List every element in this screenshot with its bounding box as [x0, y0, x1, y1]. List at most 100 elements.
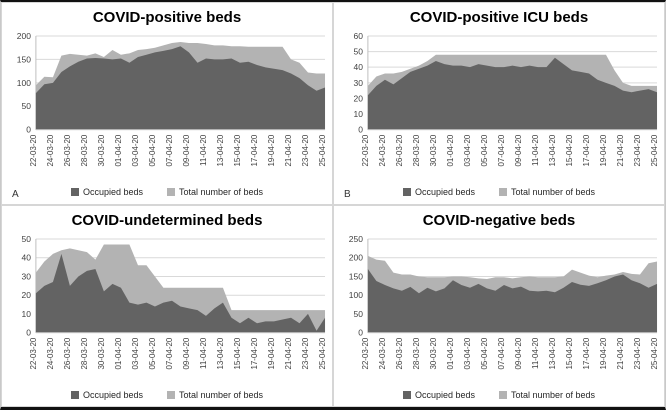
- x-tick-label: 09-04-20: [514, 134, 523, 166]
- legend-swatch-total-icon: [498, 188, 507, 196]
- chart-legend: Occupied beds Total number of beds: [334, 386, 664, 403]
- x-tick-label: 13-04-20: [216, 134, 225, 166]
- y-tick-label: 0: [358, 125, 363, 135]
- x-tick-label: 17-04-20: [582, 337, 591, 369]
- y-tick-label: 20: [21, 290, 31, 300]
- x-tick-label: 22-03-20: [29, 337, 38, 369]
- x-tick-label: 30-03-20: [97, 134, 106, 166]
- y-tick-label: 150: [17, 54, 31, 64]
- x-tick-label: 07-04-20: [165, 337, 174, 369]
- x-tick-label: 05-04-20: [480, 337, 489, 369]
- x-tick-label: 25-04-20: [318, 337, 327, 369]
- y-tick-label: 0: [26, 125, 31, 135]
- chart-legend: B Occupied beds Total number of beds: [334, 184, 664, 201]
- x-tick-label: 03-04-20: [131, 134, 140, 166]
- area-chart-plot: 0 50 100 150 200 250 22-03-20 24-03-20 26-03-20 2…: [349, 233, 659, 369]
- x-tick-label: 05-04-20: [480, 134, 489, 166]
- x-tick-label: 24-03-20: [46, 134, 55, 166]
- panel-label: A: [12, 188, 19, 200]
- x-tick-label: 05-04-20: [148, 134, 157, 166]
- chart-title: COVID-positive ICU beds: [409, 9, 589, 26]
- x-tick-label: 13-04-20: [548, 337, 557, 369]
- legend-swatch-occupied-icon: [402, 390, 411, 399]
- legend-swatch-total-icon: [166, 188, 175, 196]
- area-chart-plot: 0 10 20 30 40 50 60 22-03-20 24-03-20 26-03-20 28-…: [353, 31, 659, 167]
- y-tick-label: 150: [349, 271, 363, 281]
- legend-item-total: Total number of beds: [166, 187, 264, 197]
- x-tick-label: 26-03-20: [63, 134, 72, 166]
- legend-label-total: Total number of beds: [178, 389, 264, 400]
- legend-swatch-occupied-icon: [402, 188, 411, 196]
- area-chart-plot: 0 50 100 150 200 22-03-20 24-03-20 26-03-20 28-0…: [17, 31, 327, 167]
- x-tick-label: 30-03-20: [429, 134, 438, 166]
- legend-label-occupied: Occupied beds: [82, 389, 143, 400]
- legend-label-total: Total number of beds: [510, 187, 596, 197]
- x-tick-label: 15-04-20: [233, 134, 242, 166]
- legend-item-total: Total number of beds: [166, 389, 264, 400]
- x-tick-label: 22-03-20: [361, 337, 370, 369]
- chart-legend: Occupied beds Total number of beds: [2, 386, 332, 403]
- x-tick-label: 07-04-20: [497, 337, 506, 369]
- x-tick-label: 03-04-20: [463, 337, 472, 369]
- x-tick-label: 03-04-20: [463, 134, 472, 166]
- x-tick-label: 01-04-20: [114, 337, 123, 369]
- y-tick-label: 30: [353, 78, 363, 88]
- area-occupied-beds: [367, 268, 658, 333]
- y-tick-label: 50: [353, 47, 363, 57]
- legend-label-occupied: Occupied beds: [82, 187, 143, 197]
- y-tick-label: 10: [353, 109, 363, 119]
- x-tick-label: 28-03-20: [80, 134, 89, 166]
- x-tick-label: 22-03-20: [29, 134, 38, 166]
- area-occupied-beds: [35, 253, 326, 333]
- chart-covid-undetermined-beds: COVID-undetermined beds 0 10 20 30 40 50 22-03…: [1, 204, 333, 407]
- x-tick-label: 17-04-20: [250, 337, 259, 369]
- legend-item-total: Total number of beds: [498, 187, 596, 197]
- x-tick-label: 09-04-20: [514, 337, 523, 369]
- x-tick-label: 26-03-20: [395, 337, 404, 369]
- x-tick-label: 25-04-20: [650, 134, 659, 166]
- x-tick-label: 24-03-20: [378, 134, 387, 166]
- chart-covid-negative-beds: COVID-negative beds 0 50 100 150 200 250 22-03…: [333, 204, 665, 407]
- y-tick-label: 10: [21, 308, 31, 318]
- x-tick-label: 23-04-20: [633, 337, 642, 369]
- x-tick-label: 25-04-20: [650, 337, 659, 369]
- x-tick-label: 21-04-20: [284, 337, 293, 369]
- y-tick-label: 40: [353, 62, 363, 72]
- x-tick-label: 26-03-20: [395, 134, 404, 166]
- x-tick-label: 01-04-20: [446, 337, 455, 369]
- legend-swatch-occupied-icon: [70, 188, 79, 196]
- y-tick-label: 200: [17, 31, 31, 41]
- y-tick-label: 0: [358, 327, 363, 337]
- x-tick-label: 07-04-20: [165, 134, 174, 166]
- x-tick-label: 26-03-20: [63, 337, 72, 369]
- y-tick-label: 20: [353, 93, 363, 103]
- x-tick-label: 28-03-20: [412, 337, 421, 369]
- x-tick-label: 11-04-20: [199, 134, 208, 166]
- legend-label-total: Total number of beds: [178, 187, 264, 197]
- y-tick-label: 50: [21, 101, 31, 111]
- x-tick-label: 15-04-20: [233, 337, 242, 369]
- chart-covid-positive-beds: COVID-positive beds 0 50 100 150 200 22-03-20…: [1, 2, 333, 205]
- legend-item-occupied: Occupied beds: [70, 187, 143, 197]
- x-tick-label: 28-03-20: [80, 337, 89, 369]
- y-tick-label: 0: [26, 327, 31, 337]
- legend-swatch-total-icon: [166, 390, 175, 399]
- x-tick-label: 13-04-20: [216, 337, 225, 369]
- chart-title: COVID-negative beds: [422, 211, 576, 229]
- x-tick-label: 15-04-20: [565, 337, 574, 369]
- x-tick-label: 30-03-20: [429, 337, 438, 369]
- x-tick-label: 19-04-20: [599, 337, 608, 369]
- x-tick-label: 28-03-20: [412, 134, 421, 166]
- x-tick-label: 21-04-20: [616, 134, 625, 166]
- chart-title: COVID-undetermined beds: [71, 211, 263, 229]
- x-tick-label: 24-03-20: [46, 337, 55, 369]
- x-tick-label: 24-03-20: [378, 337, 387, 369]
- y-tick-label: 100: [17, 78, 31, 88]
- legend-label-total: Total number of beds: [510, 389, 596, 400]
- panel-label: B: [344, 188, 351, 200]
- x-tick-label: 05-04-20: [148, 337, 157, 369]
- x-tick-label: 07-04-20: [497, 134, 506, 166]
- y-tick-label: 250: [349, 233, 363, 243]
- y-tick-label: 100: [349, 290, 363, 300]
- area-occupied-beds: [35, 46, 326, 130]
